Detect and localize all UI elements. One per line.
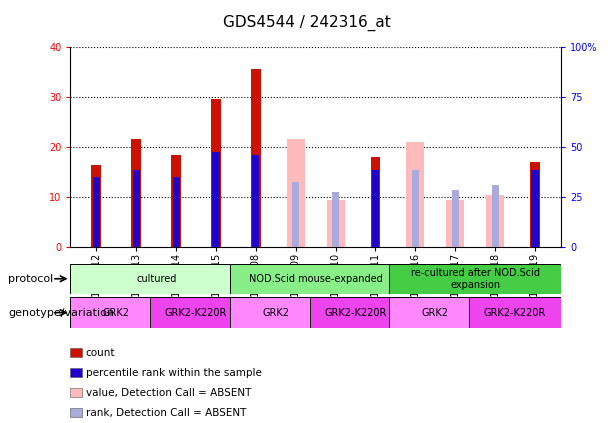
Bar [131,140,141,247]
Bar [211,99,221,247]
Bar [251,69,261,247]
Bar [389,264,561,294]
Bar [389,297,481,328]
Text: GRK2: GRK2 [262,308,289,318]
Bar [171,154,181,247]
Text: GRK2-K220R: GRK2-K220R [324,308,387,318]
Bar [91,165,101,247]
Bar [70,297,162,328]
Bar [132,170,140,247]
Bar [446,200,464,247]
Bar [372,170,379,247]
Bar [406,142,424,247]
Text: GRK2: GRK2 [103,308,130,318]
Bar [253,154,259,247]
Bar [327,200,345,247]
Text: cultured: cultured [136,274,177,284]
Bar [292,182,299,247]
Text: genotype/variation: genotype/variation [8,308,114,318]
Bar [469,297,561,328]
Bar [230,264,402,294]
Text: GRK2-K220R: GRK2-K220R [165,308,227,318]
Text: count: count [86,348,115,358]
Bar [530,162,540,247]
Text: protocol: protocol [8,274,53,284]
Text: value, Detection Call = ABSENT: value, Detection Call = ABSENT [86,388,251,398]
Bar [213,152,219,247]
Bar [93,177,100,247]
Text: rank, Detection Call = ABSENT: rank, Detection Call = ABSENT [86,408,246,418]
Bar [230,297,322,328]
Text: percentile rank within the sample: percentile rank within the sample [86,368,262,378]
Bar [486,195,504,247]
Bar [173,177,180,247]
Text: GDS4544 / 242316_at: GDS4544 / 242316_at [223,15,390,31]
Text: NOD.Scid mouse-expanded: NOD.Scid mouse-expanded [249,274,383,284]
Bar [287,140,305,247]
Bar [452,190,459,247]
Bar [310,297,402,328]
Bar [492,185,499,247]
Bar [70,264,242,294]
Text: GRK2-K220R: GRK2-K220R [484,308,546,318]
Bar [412,170,419,247]
Text: GRK2: GRK2 [422,308,449,318]
Text: re-cultured after NOD.Scid
expansion: re-cultured after NOD.Scid expansion [411,268,539,290]
Bar [371,157,381,247]
Bar [531,170,539,247]
Bar [150,297,242,328]
Bar [332,192,339,247]
